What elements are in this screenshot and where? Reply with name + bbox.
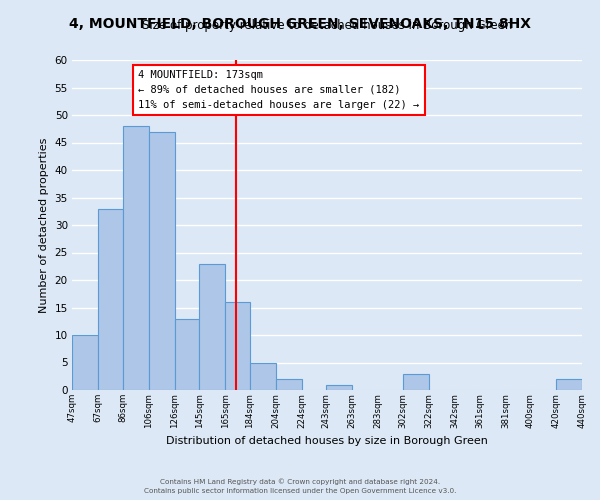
Bar bbox=[175, 318, 199, 390]
Bar bbox=[149, 132, 175, 390]
Bar bbox=[250, 362, 276, 390]
Text: 4, MOUNTFIELD, BOROUGH GREEN, SEVENOAKS, TN15 8HX: 4, MOUNTFIELD, BOROUGH GREEN, SEVENOAKS,… bbox=[69, 18, 531, 32]
Bar bbox=[72, 335, 98, 390]
Y-axis label: Number of detached properties: Number of detached properties bbox=[39, 138, 49, 312]
Bar bbox=[225, 302, 250, 390]
Title: Size of property relative to detached houses in Borough Green: Size of property relative to detached ho… bbox=[142, 20, 512, 32]
Bar bbox=[199, 264, 225, 390]
Bar bbox=[326, 384, 352, 390]
Bar bbox=[98, 208, 122, 390]
Text: Contains HM Land Registry data © Crown copyright and database right 2024.
Contai: Contains HM Land Registry data © Crown c… bbox=[144, 478, 456, 494]
Bar bbox=[276, 379, 302, 390]
X-axis label: Distribution of detached houses by size in Borough Green: Distribution of detached houses by size … bbox=[166, 436, 488, 446]
Bar bbox=[403, 374, 429, 390]
Bar bbox=[122, 126, 149, 390]
Text: 4 MOUNTFIELD: 173sqm
← 89% of detached houses are smaller (182)
11% of semi-deta: 4 MOUNTFIELD: 173sqm ← 89% of detached h… bbox=[139, 70, 419, 110]
Bar bbox=[556, 379, 582, 390]
